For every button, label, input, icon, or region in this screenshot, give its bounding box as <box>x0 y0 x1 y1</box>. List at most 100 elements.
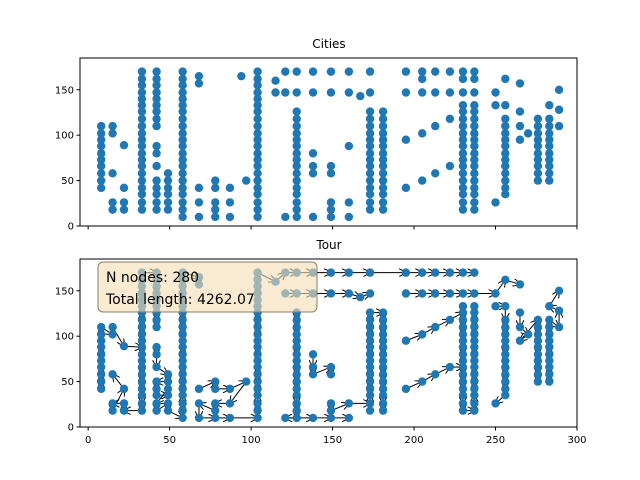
city-point <box>401 67 411 76</box>
tour-panel: Tour 0 50 100 150 0 50 100 150 200 250 300 N nodes… <box>55 238 587 446</box>
city-point <box>365 169 375 178</box>
city-point <box>225 198 235 207</box>
tour-city-point <box>378 362 388 372</box>
city-point <box>152 176 161 185</box>
city-point <box>194 79 204 88</box>
city-point <box>194 198 204 207</box>
city-point <box>501 149 510 158</box>
city-point <box>365 161 375 171</box>
cities-ytick-label: 50 <box>61 176 74 187</box>
tour-city-point <box>225 413 235 423</box>
city-point <box>533 161 543 171</box>
city-point <box>178 141 187 151</box>
city-point <box>237 71 246 81</box>
cities-panel: Cities 0 50 100 150 <box>55 37 578 233</box>
tour-city-point <box>431 289 440 298</box>
city-point <box>533 135 543 144</box>
tour-city-point <box>308 362 318 372</box>
tour-city-point <box>470 384 479 394</box>
city-point <box>253 212 262 222</box>
city-point <box>163 169 173 178</box>
city-point <box>137 88 147 97</box>
tour-city-point <box>253 384 262 394</box>
city-point <box>501 101 510 110</box>
tour-city-point <box>292 413 301 423</box>
city-point <box>545 121 554 131</box>
tour-ytick-label: 150 <box>55 286 74 297</box>
tour-city-point <box>365 391 375 400</box>
tour-city-point <box>108 330 117 339</box>
tour-city-point <box>458 356 468 365</box>
city-point <box>178 114 187 124</box>
city-point <box>96 121 106 131</box>
city-point <box>501 155 510 164</box>
city-point <box>431 121 440 131</box>
city-point <box>378 183 388 193</box>
city-point <box>470 198 479 207</box>
tour-city-point <box>458 336 468 345</box>
city-point <box>178 129 187 138</box>
tour-city-point <box>178 399 187 408</box>
stats-annotation: N nodes: 280 Total length: 4262.07 <box>97 261 318 313</box>
tour-city-point <box>292 315 301 325</box>
city-point <box>458 107 468 116</box>
tour-city-point <box>178 370 187 379</box>
city-point <box>163 198 173 207</box>
cities-ytick-label: 0 <box>68 222 74 233</box>
tour-city-point <box>152 377 161 386</box>
tour-city-point <box>96 356 106 365</box>
tour-city-point <box>501 330 510 339</box>
tour-city-point <box>533 377 543 386</box>
city-point <box>344 141 354 151</box>
city-point <box>378 107 388 116</box>
city-point <box>365 190 375 199</box>
city-point <box>308 88 318 97</box>
tour-city-point <box>501 302 510 311</box>
tour-city-point <box>365 268 375 277</box>
tour-city-point <box>501 315 510 325</box>
city-point <box>458 74 468 84</box>
city-point <box>501 141 510 151</box>
city-point <box>501 114 510 124</box>
tour-city-point <box>533 315 543 325</box>
city-point <box>178 198 187 207</box>
tour-city-point <box>96 350 106 359</box>
city-point <box>152 94 161 104</box>
city-point <box>545 101 554 110</box>
tour-city-point <box>225 399 235 408</box>
city-point <box>501 190 510 199</box>
tour-city-point <box>458 391 468 400</box>
city-point <box>533 121 543 131</box>
city-point <box>96 141 106 151</box>
city-point <box>152 107 161 116</box>
tour-city-point <box>108 406 117 415</box>
city-point <box>211 183 220 193</box>
city-point <box>225 183 235 193</box>
city-point <box>401 88 411 97</box>
tour-city-point <box>458 406 468 415</box>
tour-city-point <box>137 384 147 394</box>
tour-city-point <box>545 350 554 359</box>
city-point <box>178 81 187 90</box>
city-point <box>137 183 147 193</box>
city-point <box>163 183 173 193</box>
tour-city-point <box>163 391 173 400</box>
tour-city-point <box>365 377 375 386</box>
city-point <box>326 88 336 97</box>
city-point <box>365 176 375 185</box>
tour-city-point <box>515 308 525 317</box>
tour-city-point <box>178 315 187 325</box>
tour-city-point <box>137 399 147 408</box>
city-point <box>292 155 301 164</box>
city-point <box>378 198 388 207</box>
tour-city-point <box>96 384 106 394</box>
tour-xtick-label: 250 <box>486 435 505 446</box>
tour-city-point <box>253 413 262 423</box>
city-point <box>344 88 354 97</box>
city-point <box>533 114 543 124</box>
tour-city-point <box>292 384 301 394</box>
city-point <box>108 129 117 138</box>
city-point <box>458 155 468 164</box>
city-point <box>178 176 187 185</box>
city-point <box>417 74 427 84</box>
